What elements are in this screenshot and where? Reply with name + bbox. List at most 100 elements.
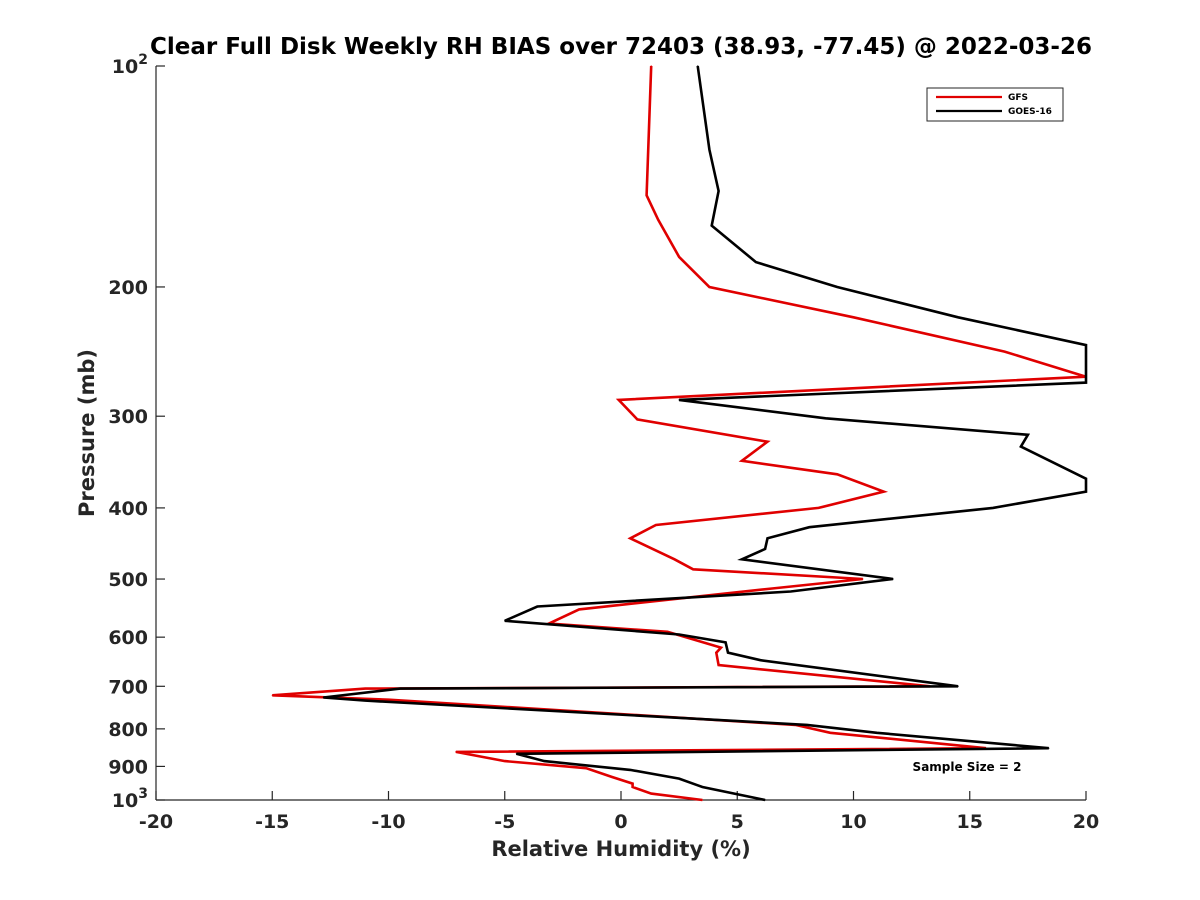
data-point-goes-16 [957,316,959,318]
y-tick-label: 200 [108,277,148,299]
x-tick-label: -5 [494,811,515,833]
data-point-goes-16 [1048,747,1050,749]
data-point-goes-16 [1085,382,1087,384]
data-point-goes-16 [992,507,994,509]
data-point-goes-16 [766,537,769,539]
series-line-goes-16 [323,65,1088,802]
legend: GFS GOES-16 [926,87,1064,122]
data-point-goes-16 [1085,344,1087,346]
data-point-gfs [678,256,680,258]
data-point-gfs [666,631,669,633]
data-point-gfs [387,699,390,701]
chart-title: Clear Full Disk Weekly RH BIAS over 7240… [150,34,1092,60]
data-point-gfs [852,316,855,318]
data-point-gfs [715,652,717,654]
data-point-gfs [673,558,676,560]
x-tick-label: 20 [1073,811,1099,833]
data-point-goes-16 [806,724,808,726]
data-point-gfs [632,783,634,785]
data-point-goes-16 [504,620,506,622]
x-tick-label: 15 [957,811,983,833]
x-tick-label: 0 [614,811,627,833]
data-point-goes-16 [764,548,766,550]
x-ticks: -20 -15 -10 -5 0 5 10 15 20 [139,791,1099,833]
y-tick-label: 600 [108,627,148,649]
series-lines [271,65,1088,802]
axes [155,66,1086,801]
data-point-goes-16 [727,652,729,654]
data-point-goes-16 [836,286,838,288]
sample-size-annotation: Sample Size = 2 [913,760,1022,774]
x-tick-label: -15 [255,811,289,833]
data-point-gfs [818,507,820,509]
legend-label-goes-16: GOES-16 [1008,107,1052,117]
data-point-gfs [611,776,613,778]
data-point-goes-16 [697,784,699,786]
data-point-gfs [632,786,634,788]
data-point-gfs [862,578,864,580]
y-tick-label: 900 [108,756,148,778]
data-point-goes-16 [678,778,680,780]
data-point-goes-16 [629,769,631,771]
data-point-goes-16 [708,149,711,151]
data-point-gfs [504,760,506,762]
data-point-goes-16 [1085,478,1087,480]
y-tick-label: 102 [112,52,148,78]
data-point-goes-16 [725,641,727,644]
data-point-gfs [771,587,773,590]
data-point-gfs [650,793,652,795]
data-point-goes-16 [741,558,743,560]
data-point-goes-16 [399,688,401,690]
y-axis-label: Pressure (mb) [75,349,99,517]
data-point-goes-16 [1027,434,1029,436]
y-tick-label: 500 [108,569,148,591]
x-tick-label: -10 [371,811,405,833]
data-point-gfs [718,664,720,666]
data-point-goes-16 [764,799,766,801]
data-point-gfs [720,647,722,649]
data-point-goes-16 [678,633,680,636]
data-point-gfs [578,608,580,611]
data-point-gfs [1004,351,1006,353]
data-point-goes-16 [697,65,699,67]
data-point-gfs [650,65,652,67]
data-point-goes-16 [711,225,713,227]
data-point-gfs [708,286,711,288]
y-tick-label: 800 [108,719,148,741]
data-point-gfs [829,732,831,734]
legend-box [926,87,1064,122]
data-point-gfs [692,568,694,570]
x-tick-label: 5 [731,811,744,833]
x-axis-label: Relative Humidity (%) [491,837,750,861]
data-point-goes-16 [515,753,518,755]
data-point-goes-16 [808,526,810,528]
data-point-gfs [364,688,366,690]
data-point-goes-16 [718,190,720,192]
data-point-gfs [883,491,885,493]
data-point-goes-16 [701,786,704,788]
data-point-goes-16 [876,732,878,734]
data-point-goes-16 [678,399,680,401]
y-ticks: 102 200 300 400 500 600 700 800 900 103 [108,52,165,812]
x-tick-label: -20 [139,811,173,833]
data-point-gfs [585,767,587,769]
data-point-goes-16 [892,578,894,580]
data-point-goes-16 [1085,491,1087,493]
data-point-goes-16 [364,700,366,702]
y-tick-label: 400 [108,498,148,520]
data-point-goes-16 [825,417,827,419]
data-point-gfs [741,460,743,462]
data-point-gfs [766,441,769,443]
data-point-goes-16 [755,261,757,263]
data-point-gfs [629,537,631,539]
data-point-goes-16 [957,685,959,687]
data-point-gfs [655,524,657,526]
y-tick-label: 103 [112,786,148,812]
data-point-gfs [271,694,273,696]
x-tick-label: 10 [840,811,866,833]
data-point-gfs [836,473,838,475]
data-point-gfs [701,799,704,801]
data-point-goes-16 [1020,446,1022,448]
data-point-gfs [455,751,457,753]
